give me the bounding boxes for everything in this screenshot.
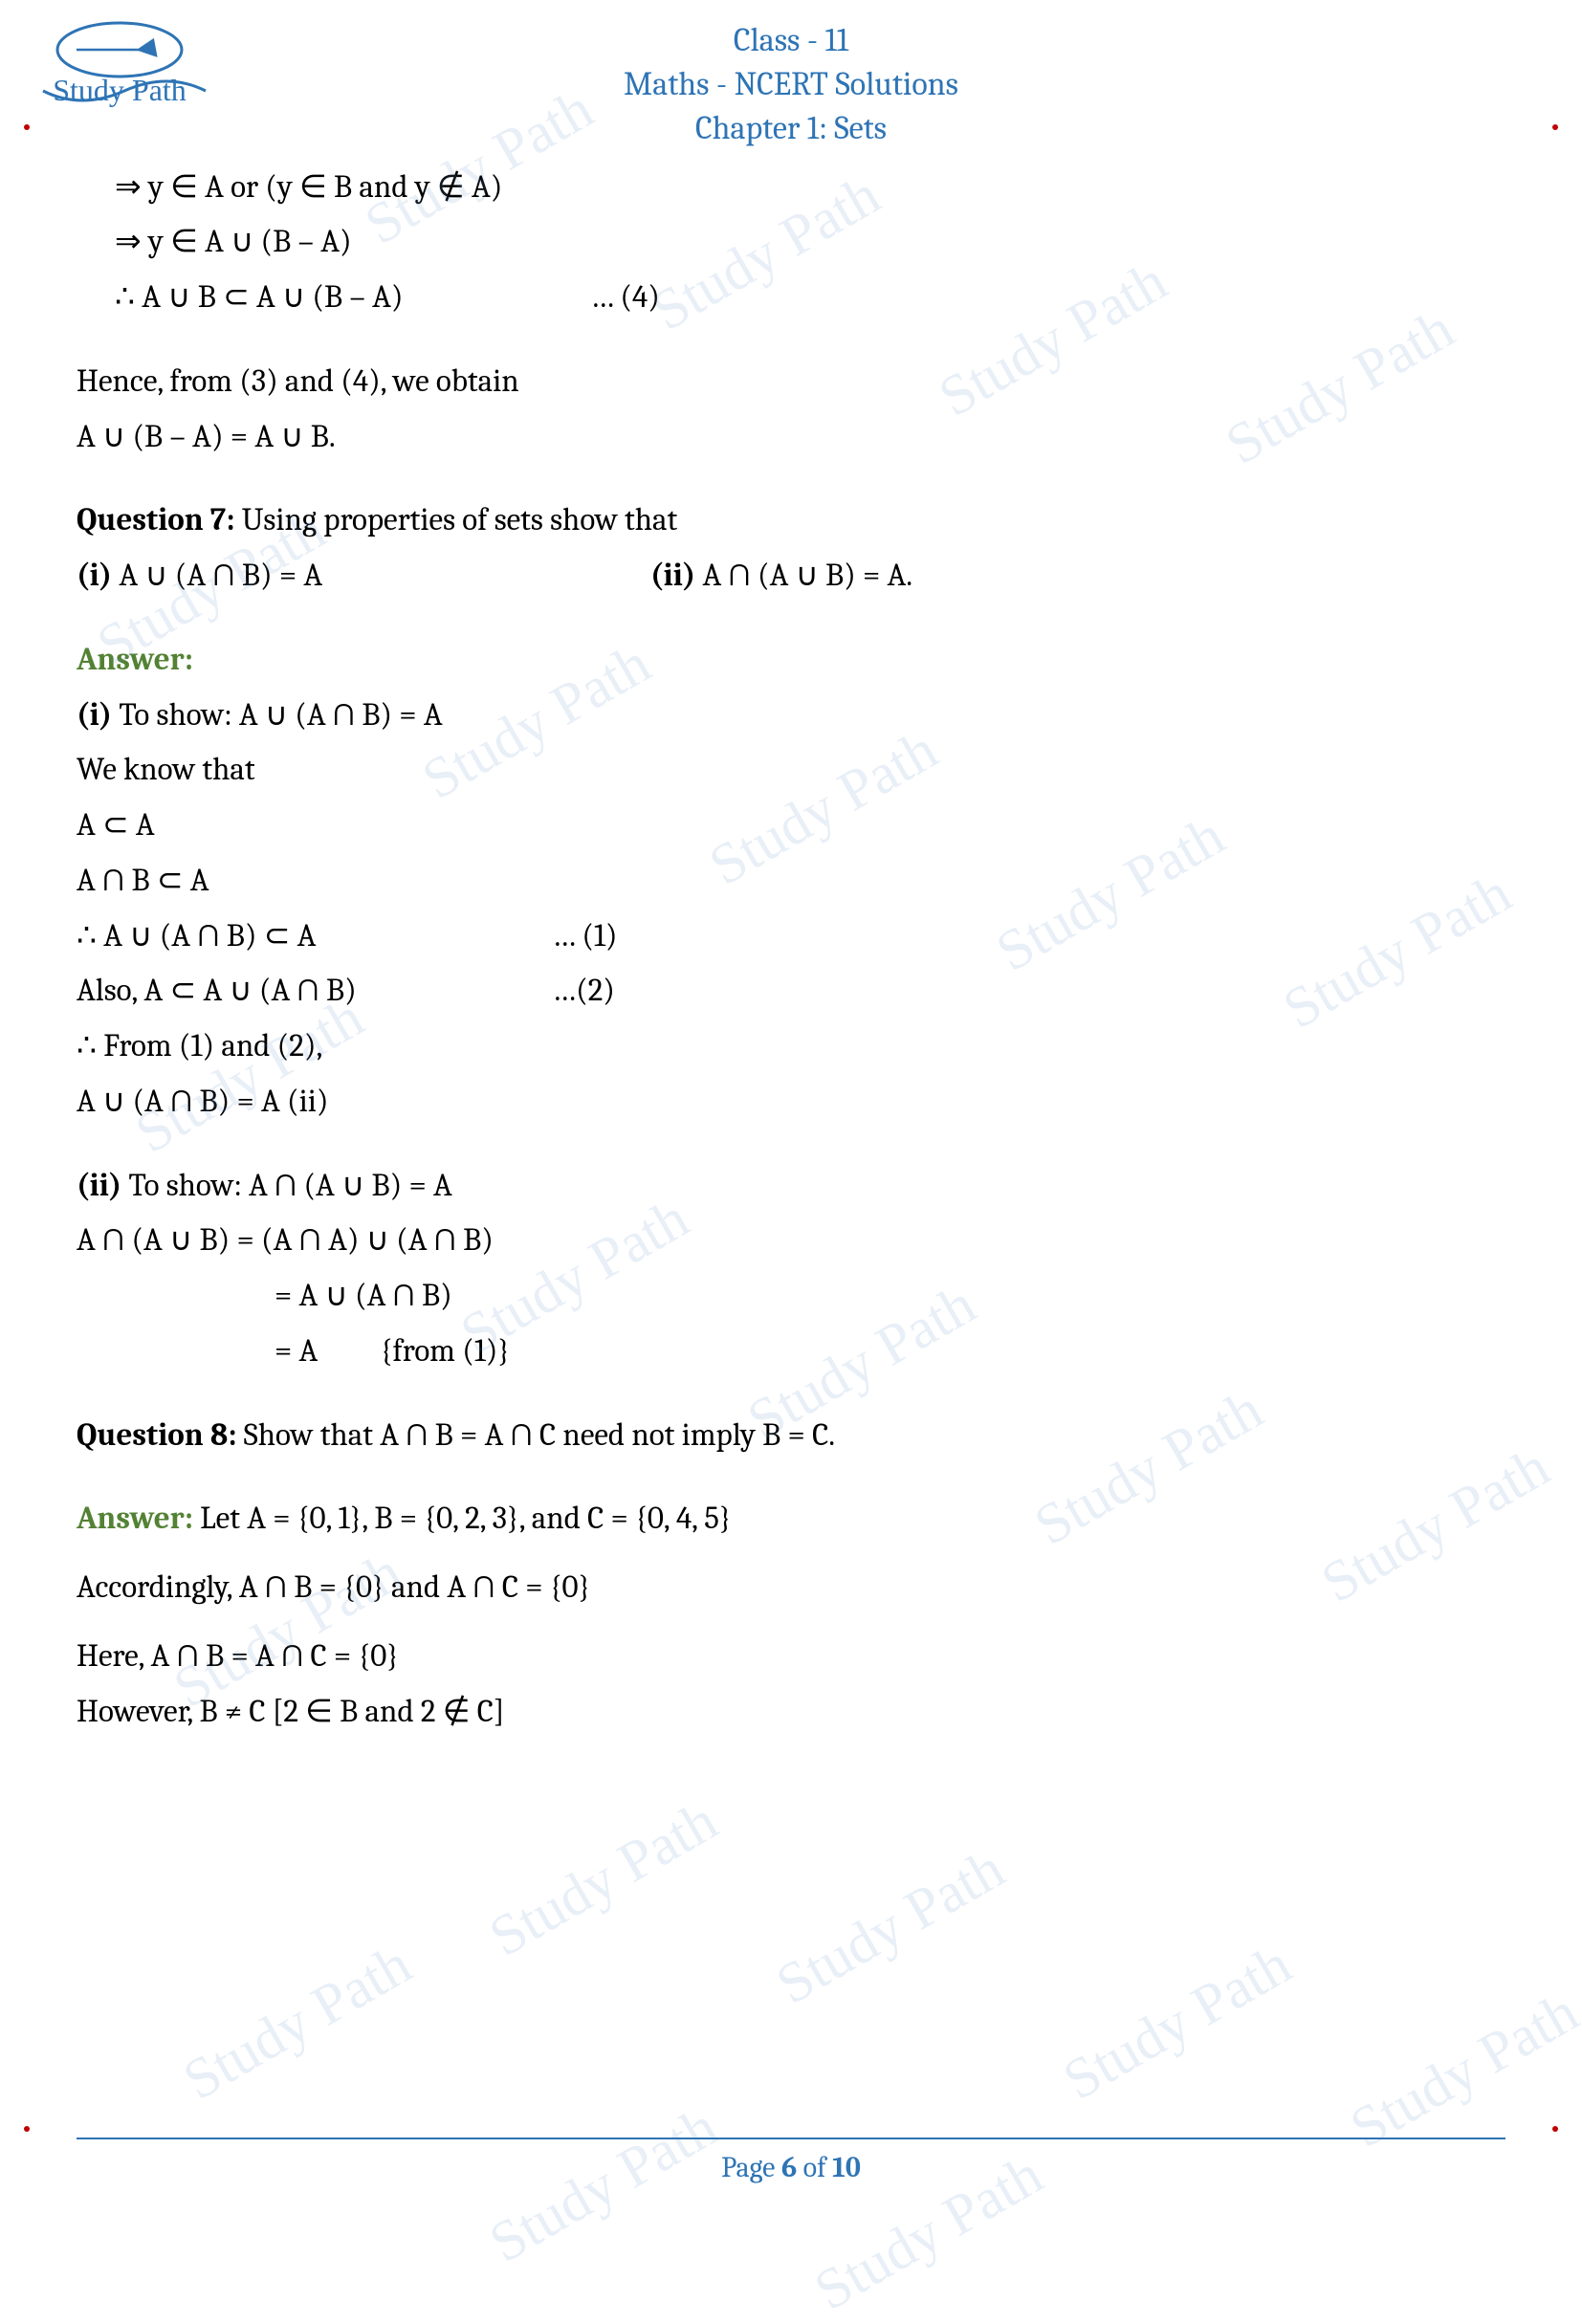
- corner-dot: [24, 2126, 30, 2132]
- part-ii-label: (ii): [77, 1168, 121, 1204]
- watermark-text: Study Path: [478, 1787, 728, 1970]
- proof-line: ∴ A ∪ B ⊂ A ∪ (B – A) … (4): [77, 271, 1505, 326]
- answer-label: Answer:: [77, 1501, 193, 1537]
- watermark-text: Study Path: [172, 1931, 422, 2114]
- proof-line: A ∩ (A ∪ B) = (A ∩ A) ∪ (A ∩ B): [77, 1214, 1505, 1269]
- svg-text:Study Path: Study Path: [53, 73, 187, 107]
- eq-number: … (1): [552, 918, 617, 954]
- proof-line: = A {from (1)}: [77, 1325, 1505, 1380]
- answer-7i: (i) To show: A ∪ (A ∩ B) = A: [77, 689, 1505, 744]
- corner-dot: [1552, 2126, 1558, 2132]
- proof-statement: ∴ A ∪ B ⊂ A ∪ (B – A): [115, 271, 583, 326]
- part-i-text: A ∪ (A ∩ B) = A: [112, 558, 322, 594]
- eq-number: …(2): [552, 973, 615, 1009]
- page-number: 6: [781, 2151, 797, 2184]
- page-total: 10: [832, 2151, 861, 2184]
- proof-line: A ∩ B ⊂ A: [77, 854, 1505, 910]
- proof-line: ⇒ y ∈ A or (y ∈ B and y ∉ A): [77, 161, 1505, 216]
- question-text: Using properties of sets show that: [234, 502, 677, 538]
- proof-result: A ∪ (B – A) = A ∪ B.: [77, 410, 1505, 466]
- proof-line: ⇒ y ∈ A ∪ (B – A): [77, 215, 1505, 271]
- question-8: Question 8: Show that A ∩ B = A ∩ C need…: [77, 1409, 1505, 1464]
- proof-line: Also, A ⊂ A ∪ (A ∩ B) …(2): [77, 964, 1505, 1019]
- study-path-logo: Study Path: [33, 19, 215, 115]
- page-header: Study Path Class - 11 Maths - NCERT Solu…: [0, 0, 1582, 151]
- proof-conclusion: Hence, from (3) and (4), we obtain: [77, 355, 1505, 410]
- part-ii-text: A ∩ (A ∪ B) = A.: [695, 558, 912, 594]
- question-label: Question 7:: [77, 502, 234, 538]
- header-class: Class - 11: [0, 19, 1582, 63]
- proof-line: Here, A ∩ B = A ∩ C = {0}: [77, 1630, 1505, 1685]
- footer-of: of: [797, 2151, 832, 2184]
- watermark-text: Study Path: [478, 2094, 728, 2276]
- watermark-text: Study Path: [1339, 1979, 1582, 2161]
- answer-8: Answer: Let A = {0, 1}, B = {0, 2, 3}, a…: [77, 1492, 1505, 1547]
- header-chapter: Chapter 1: Sets: [0, 107, 1582, 151]
- footer-prefix: Page: [721, 2151, 781, 2184]
- question-7: Question 7: Using properties of sets sho…: [77, 493, 1505, 549]
- proof-statement: Also, A ⊂ A ∪ (A ∩ B): [77, 964, 545, 1019]
- proof-line: = A ∪ (A ∩ B): [77, 1269, 1505, 1325]
- page-content: ⇒ y ∈ A or (y ∈ B and y ∉ A) ⇒ y ∈ A ∪ (…: [0, 151, 1582, 1741]
- eq-number: … (4): [590, 279, 660, 316]
- proof-line: A ⊂ A: [77, 799, 1505, 854]
- proof-line: We know that: [77, 743, 1505, 799]
- proof-statement: ∴ A ∪ (A ∩ B) ⊂ A: [77, 910, 545, 965]
- proof-result: A ∪ (A ∩ B) = A (ii): [77, 1075, 1505, 1130]
- watermark-text: Study Path: [765, 1835, 1015, 2018]
- watermark-text: Study Path: [1052, 1931, 1302, 2114]
- proof-line: ∴ From (1) and (2),: [77, 1019, 1505, 1075]
- question-label: Question 8:: [77, 1417, 237, 1454]
- part-i-label: (i): [77, 558, 112, 594]
- answer-text: Let A = {0, 1}, B = {0, 2, 3}, and C = {…: [193, 1501, 732, 1537]
- to-show: To show: A ∪ (A ∩ B) = A: [112, 697, 443, 734]
- proof-line: ∴ A ∪ (A ∩ B) ⊂ A … (1): [77, 910, 1505, 965]
- logo-svg: Study Path: [33, 19, 215, 115]
- part-i-label: (i): [77, 697, 112, 734]
- question-7-parts: (i) A ∪ (A ∩ B) = A (ii) A ∩ (A ∪ B) = A…: [77, 549, 1505, 604]
- page-footer: Page 6 of 10: [77, 2138, 1505, 2184]
- part-ii-label: (ii): [650, 558, 695, 594]
- answer-7ii: (ii) To show: A ∩ (A ∪ B) = A: [77, 1159, 1505, 1215]
- proof-line: Accordingly, A ∩ B = {0} and A ∩ C = {0}: [77, 1561, 1505, 1616]
- to-show: To show: A ∩ (A ∪ B) = A: [121, 1168, 452, 1204]
- header-subject: Maths - NCERT Solutions: [0, 63, 1582, 107]
- answer-label: Answer:: [77, 642, 193, 678]
- question-text: Show that A ∩ B = A ∩ C need not imply B…: [237, 1417, 835, 1454]
- proof-line: However, B ≠ C [2 ∈ B and 2 ∉ C]: [77, 1685, 1505, 1741]
